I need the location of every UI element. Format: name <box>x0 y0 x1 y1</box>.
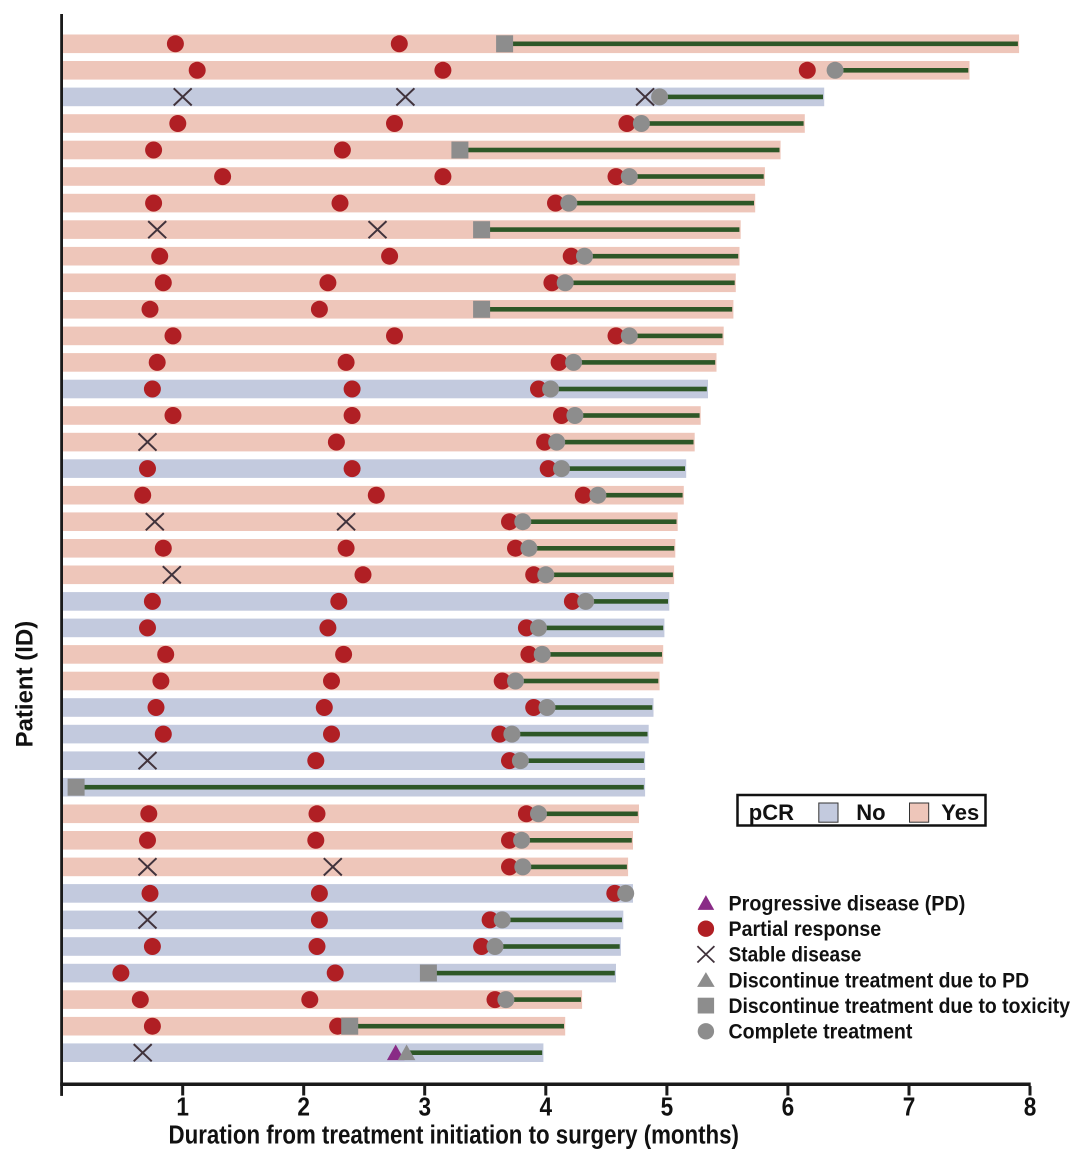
svg-text:Duration from treatment initia: Duration from treatment initiation to su… <box>169 1121 739 1150</box>
svg-text:2: 2 <box>297 1093 310 1122</box>
svg-text:Partial response: Partial response <box>729 918 882 941</box>
svg-text:pCR: pCR <box>749 800 794 825</box>
svg-text:Progressive disease (PD): Progressive disease (PD) <box>729 893 966 916</box>
svg-text:4: 4 <box>540 1093 553 1122</box>
svg-text:Yes: Yes <box>941 800 979 825</box>
svg-text:6: 6 <box>782 1093 795 1122</box>
svg-text:No: No <box>856 800 885 825</box>
svg-text:Discontinue treatment due to P: Discontinue treatment due to PD <box>729 970 1030 993</box>
svg-text:Patient (ID): Patient (ID) <box>12 621 39 748</box>
svg-text:Discontinue treatment due to t: Discontinue treatment due to toxicity <box>729 995 1071 1018</box>
svg-text:3: 3 <box>419 1093 432 1122</box>
svg-text:7: 7 <box>903 1093 916 1122</box>
svg-text:5: 5 <box>661 1093 674 1122</box>
svg-text:8: 8 <box>1024 1093 1037 1122</box>
svg-text:Stable disease: Stable disease <box>729 944 862 967</box>
svg-text:Complete treatment: Complete treatment <box>729 1021 913 1044</box>
svg-text:1: 1 <box>176 1093 189 1122</box>
